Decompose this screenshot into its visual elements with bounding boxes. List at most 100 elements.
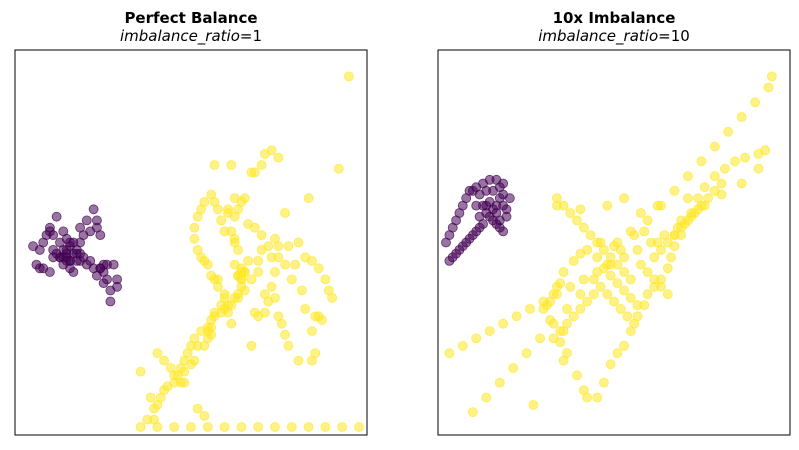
scatter-point-s1-99	[313, 311, 324, 322]
scatter-point-s1-115	[602, 289, 613, 300]
scatter-point-s1-99	[669, 185, 680, 196]
scatter-point-s1-35	[599, 377, 609, 388]
scatter-point-s1-97	[642, 215, 653, 226]
scatter-point-s1-69	[273, 241, 284, 252]
scatter-point-s1-78	[300, 303, 311, 314]
scatter-point-s1-98	[656, 200, 666, 211]
scatter-point-s1-105	[273, 252, 284, 263]
scatter-point-s1-116	[609, 296, 619, 307]
scatter-point-s0-46	[95, 230, 106, 241]
scatter-points-right	[441, 71, 777, 418]
chart-panel-left: Perfect Balance imbalance_ratio=1	[14, 9, 368, 436]
scatter-point-s1-92	[575, 289, 586, 300]
scatter-point-s1-85	[481, 392, 492, 403]
scatter-point-s0-8	[38, 237, 49, 248]
scatter-point-s1-33	[582, 392, 592, 403]
scatter-point-s1-152	[270, 422, 280, 432]
scatter-point-s1-59	[760, 145, 771, 156]
scatter-point-s1-88	[521, 348, 532, 359]
scatter-point-s1-98	[307, 326, 317, 337]
scatter-point-s0-55	[95, 263, 106, 274]
scatter-point-s1-143	[142, 414, 153, 425]
scatter-point-s1-144	[135, 422, 146, 432]
scatter-point-s1-93	[259, 289, 270, 300]
scatter-point-s1-96	[226, 318, 237, 329]
scatter-point-s1-105	[750, 97, 760, 108]
scatter-point-s1-87	[508, 363, 519, 373]
scatter-point-s1-154	[716, 178, 727, 189]
scatter-point-s1-129	[649, 274, 660, 285]
scatter-point-s1-93	[588, 274, 599, 285]
scatter-point-s1-145	[152, 422, 163, 432]
scatter-point-s0-12	[504, 193, 515, 204]
scatter-point-s1-141	[155, 392, 166, 403]
scatter-point-s1-155	[320, 422, 331, 432]
scatter-point-s1-78	[511, 311, 522, 322]
scatter-point-s1-123	[202, 259, 213, 270]
scatter-point-s1-104	[290, 259, 301, 270]
scatter-point-s1-156	[337, 422, 348, 432]
scatter-point-s1-60	[199, 410, 210, 421]
scatter-point-s1-103	[723, 126, 734, 137]
scatter-point-s1-114	[206, 189, 217, 200]
scatter-point-s1-119	[595, 281, 606, 292]
scatter-point-s1-100	[683, 171, 693, 182]
scatter-point-s1-120	[588, 289, 599, 300]
scatter-point-s1-144	[649, 252, 660, 263]
scatter-point-s0-10	[51, 211, 62, 222]
scatter-point-s1-86	[494, 377, 505, 388]
scatter-point-s1-147	[186, 422, 196, 432]
scatter-point-s1-79	[498, 318, 509, 329]
scatter-point-s1-96	[629, 230, 640, 241]
scatter-point-s1-111	[223, 208, 233, 218]
scatter-point-s1-121	[582, 296, 592, 307]
subtitle-param-right: imbalance_ratio	[538, 27, 658, 46]
scatter-point-s1-114	[632, 300, 643, 311]
scatter-point-s1-75	[320, 274, 331, 285]
scatter-point-s1-3	[273, 152, 284, 163]
scatter-point-s1-107	[528, 399, 539, 410]
scatter-point-s1-56	[730, 156, 740, 167]
scatter-point-s1-110	[605, 270, 616, 281]
scatter-point-s1-50	[165, 363, 176, 373]
scatter-point-s0-63	[75, 248, 85, 259]
scatter-point-s1-160	[303, 193, 314, 204]
scatter-point-s1-128	[216, 300, 227, 311]
scatter-point-s1-54	[145, 392, 156, 403]
scatter-point-s1-153	[286, 422, 297, 432]
scatter-point-s0-61	[105, 296, 116, 307]
scatter-point-s1-4	[636, 208, 646, 218]
scatter-point-s1-161	[280, 208, 291, 218]
scatter-point-s1-132	[196, 326, 207, 337]
scatter-point-s0-65	[68, 267, 79, 277]
scatter-point-s1-64	[243, 255, 254, 266]
scatter-point-s1-18	[233, 244, 243, 255]
scatter-point-s1-141	[565, 208, 576, 218]
scatter-point-s1-128	[642, 267, 653, 277]
scatter-point-s1-30	[558, 355, 569, 366]
scatter-point-s1-134	[612, 259, 623, 270]
scatter-point-s0-41	[81, 215, 92, 226]
scatter-point-s1-73	[307, 255, 317, 266]
scatter-point-s1-11	[639, 226, 650, 237]
scatter-point-s1-147	[669, 230, 680, 241]
scatter-point-s1-101	[696, 156, 707, 167]
subtitle-param-left: imbalance_ratio	[120, 27, 240, 46]
scatter-point-s1-70	[283, 241, 294, 252]
scatter-point-s1-143	[552, 193, 562, 204]
chart-subtitle-right: imbalance_ratio=10	[538, 27, 690, 46]
scatter-point-s1-140	[572, 215, 582, 226]
scatter-point-s1-149	[219, 422, 230, 432]
scatter-point-s1-91	[270, 292, 280, 303]
scatter-point-s1-119	[189, 233, 200, 244]
scatter-point-s1-124	[562, 318, 572, 329]
scatter-points-left	[28, 71, 364, 432]
scatter-point-s1-137	[592, 237, 603, 248]
scatter-point-s1-2	[602, 200, 613, 211]
scatter-point-s1-127	[636, 259, 646, 270]
scatter-point-s1-46	[662, 263, 673, 274]
scatter-point-s1-82	[457, 340, 468, 351]
scatter-point-s1-77	[525, 303, 535, 314]
scatter-point-s1-55	[135, 366, 146, 377]
scatter-point-s1-61	[246, 340, 257, 351]
